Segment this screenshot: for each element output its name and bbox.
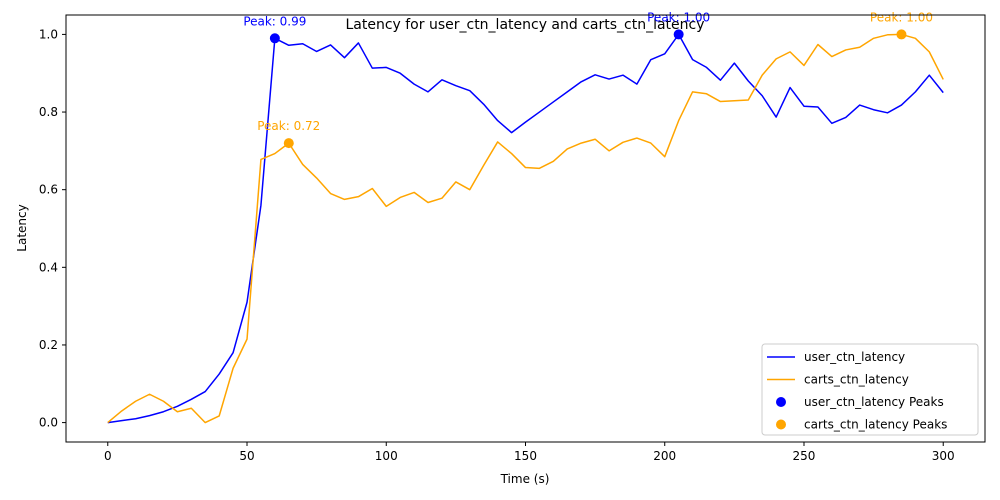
peak-label: Peak: 1.00 (647, 10, 710, 24)
x-tick-label: 200 (653, 449, 676, 463)
y-tick-label: 0.4 (39, 260, 58, 274)
peak-marker (896, 29, 907, 40)
legend-label: carts_ctn_latency (804, 373, 909, 387)
peak-marker (269, 33, 280, 44)
x-tick-label: 300 (932, 449, 955, 463)
x-tick-label: 150 (514, 449, 537, 463)
peak-marker (283, 138, 294, 149)
series-line-user_ctn_latency (107, 33, 944, 424)
y-tick-label: 0.2 (39, 338, 58, 352)
x-tick-label: 250 (793, 449, 816, 463)
plot-area: 0 50 100 150 200 250 300 0.0 0.2 0.4 0.6 0.8 1.0 Peak… (39, 10, 955, 463)
chart-title: Latency for user_ctn_latency and carts_c… (345, 17, 704, 33)
peak-label: Peak: 0.99 (243, 14, 306, 28)
legend: user_ctn_latency carts_ctn_latency user_ct… (761, 343, 979, 436)
legend-marker-swatch (776, 419, 786, 430)
legend-label: user_ctn_latency (804, 350, 905, 364)
y-tick-label: 0.8 (39, 105, 58, 119)
legend-label: carts_ctn_latency Peaks (804, 418, 947, 432)
x-axis-label: Time (s) (500, 472, 550, 486)
plot-frame (65, 14, 986, 443)
legend-label: user_ctn_latency Peaks (804, 395, 944, 409)
legend-box (761, 343, 979, 436)
series-line-carts_ctn_latency (107, 33, 944, 424)
x-tick-label: 0 (104, 449, 112, 463)
peak-label: Peak: 0.72 (257, 119, 320, 133)
y-tick-label: 1.0 (39, 27, 58, 41)
y-tick-label: 0.0 (39, 416, 58, 430)
peak-label: Peak: 1.00 (870, 10, 933, 24)
x-tick-label: 100 (375, 449, 398, 463)
y-tick-label: 0.6 (39, 183, 58, 197)
x-tick-label: 50 (239, 449, 254, 463)
legend-marker-swatch (776, 397, 786, 407)
peak-marker (673, 29, 684, 40)
y-axis-label: Latency (15, 204, 29, 251)
